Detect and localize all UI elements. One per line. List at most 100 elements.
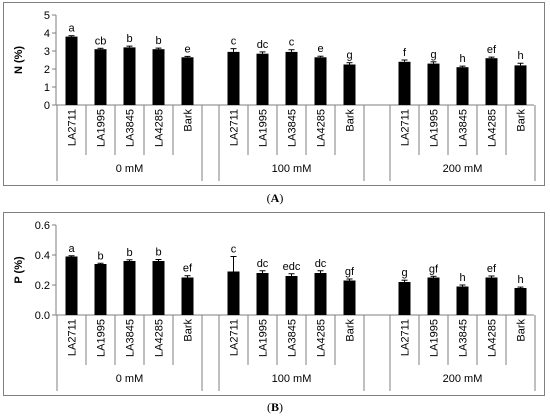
bar [314, 273, 327, 315]
category-label: LA2711 [400, 109, 412, 146]
significance-letter: g [346, 50, 352, 62]
bar [152, 261, 165, 315]
y-tick-label: 0.4 [35, 250, 50, 262]
bar [285, 51, 298, 105]
bar [123, 261, 136, 315]
category-label: LA1995 [429, 109, 441, 147]
significance-letter: edc [283, 261, 301, 273]
significance-letter: e [184, 43, 190, 55]
category-label: LA2711 [229, 109, 241, 146]
group-label: 200 mM [443, 163, 483, 175]
significance-letter: g [430, 49, 436, 61]
category-label: LA4285 [154, 319, 166, 357]
category-label: Bark [516, 319, 528, 342]
bar [456, 67, 469, 105]
group-label: 0 mM [116, 373, 144, 385]
y-axis-label: P (%) [13, 256, 25, 284]
category-label: Bark [183, 109, 195, 132]
y-tick-label: 1 [44, 82, 50, 94]
y-tick-label: 0.6 [35, 220, 50, 232]
significance-letter: ef [183, 263, 193, 275]
category-label: LA4285 [487, 319, 499, 357]
category-label: LA2711 [400, 319, 412, 356]
significance-letter: h [459, 272, 465, 284]
bar [65, 36, 78, 105]
bar [256, 273, 269, 315]
chart-n-percent: N (%) 0 1 2 3 4 5 a LA2711 cb LA1995 b LA3845 b LA4285… [13, 10, 536, 181]
group-label: 0 mM [116, 163, 144, 175]
bar [427, 277, 440, 315]
bar [123, 47, 136, 105]
bar [427, 63, 440, 105]
y-tick-label: 3 [44, 46, 50, 58]
significance-letter: c [289, 37, 295, 49]
significance-letter: b [126, 247, 132, 259]
chart-panel-p: P (%) 0.0 0.2 0.4 0.6 a LA2711 b LA1995 b LA3845 b L… [3, 212, 545, 396]
significance-letter: dc [257, 39, 269, 51]
bar [152, 49, 165, 105]
bar [94, 49, 107, 105]
significance-letter: e [317, 43, 323, 55]
panel-caption-a: (A) [266, 191, 284, 205]
significance-letter: dc [257, 258, 269, 270]
category-label: Bark [345, 319, 357, 342]
y-tick-label: 2 [44, 64, 50, 76]
significance-letter: b [126, 33, 132, 45]
category-label: LA4285 [154, 109, 166, 147]
group-label: 100 mM [272, 163, 312, 175]
category-label: LA2711 [67, 109, 79, 146]
category-label: LA4285 [487, 109, 499, 147]
bar [181, 57, 194, 105]
category-label: LA3845 [125, 109, 137, 147]
y-tick-label: 0 [44, 100, 50, 112]
significance-letter: f [403, 47, 407, 59]
significance-letter: gf [429, 263, 439, 275]
bar [343, 64, 356, 105]
category-label: Bark [516, 109, 528, 132]
significance-letter: ef [487, 44, 497, 56]
significance-letter: c [231, 244, 237, 256]
chart-panel-n: N (%) 0 1 2 3 4 5 a LA2711 cb LA1995 b LA3845 b LA4285… [3, 2, 545, 186]
bar [256, 53, 269, 105]
bar [485, 58, 498, 105]
significance-letter: b [155, 35, 161, 47]
y-tick-label: 4 [44, 28, 50, 40]
bar [94, 264, 107, 315]
panel-caption-b: (B) [266, 400, 283, 414]
bar [398, 282, 411, 315]
significance-letter: h [459, 53, 465, 65]
panel-caption-a-label: A [270, 191, 280, 205]
bar [456, 286, 469, 315]
significance-letter: dc [315, 258, 327, 270]
category-label: LA1995 [258, 319, 270, 357]
bar [181, 277, 194, 315]
category-label: LA1995 [258, 109, 270, 147]
bar [514, 65, 527, 105]
bar [398, 61, 411, 105]
y-tick-label: 0.0 [35, 310, 50, 322]
category-label: LA3845 [287, 109, 299, 147]
significance-letter: cb [95, 35, 107, 47]
y-tick-label: 0.2 [35, 280, 50, 292]
category-label: LA1995 [96, 319, 108, 357]
bar [65, 256, 78, 315]
bar [485, 277, 498, 315]
significance-letter: gf [345, 266, 355, 278]
bar [514, 288, 527, 315]
significance-letter: ef [487, 263, 497, 275]
category-label: Bark [345, 109, 357, 132]
group-label: 200 mM [443, 373, 483, 385]
significance-letter: h [517, 50, 523, 62]
significance-letter: g [401, 267, 407, 279]
significance-letter: a [68, 23, 75, 35]
y-tick-label: 5 [44, 10, 50, 22]
category-label: LA3845 [458, 319, 470, 357]
category-label: LA1995 [429, 319, 441, 357]
category-label: LA3845 [287, 319, 299, 357]
bar [227, 271, 240, 315]
bar [285, 276, 298, 315]
significance-letter: h [517, 274, 523, 286]
significance-letter: c [231, 36, 237, 48]
chart-p-percent: P (%) 0.0 0.2 0.4 0.6 a LA2711 b LA1995 b LA3845 b L… [13, 220, 536, 391]
bar [227, 51, 240, 105]
